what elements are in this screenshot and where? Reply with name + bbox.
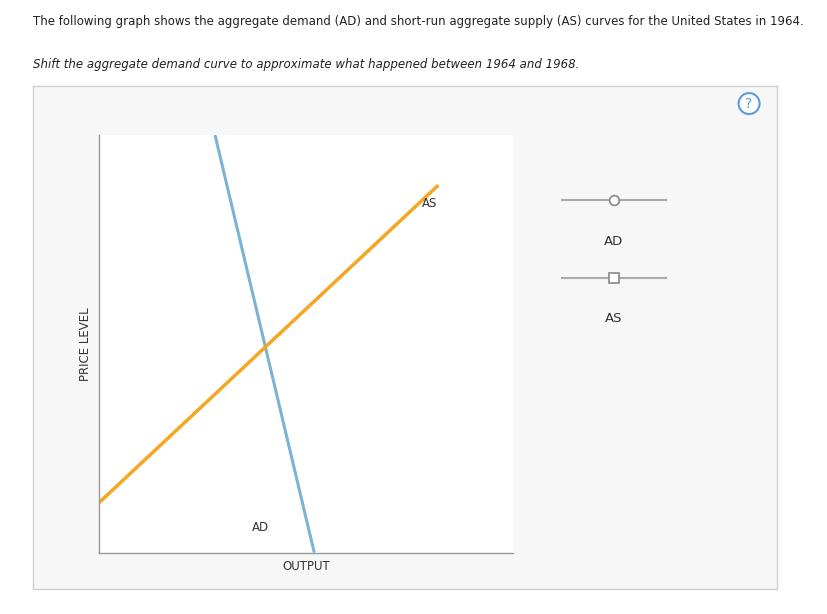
- X-axis label: OUTPUT: OUTPUT: [282, 559, 330, 572]
- Y-axis label: PRICE LEVEL: PRICE LEVEL: [79, 307, 93, 381]
- Text: Shift the aggregate demand curve to approximate what happened between 1964 and 1: Shift the aggregate demand curve to appr…: [33, 58, 580, 71]
- Text: AS: AS: [605, 312, 623, 325]
- Text: AS: AS: [422, 197, 437, 210]
- Text: ?: ?: [745, 96, 753, 111]
- Text: AD: AD: [252, 521, 270, 534]
- Text: AD: AD: [604, 235, 624, 247]
- Text: The following graph shows the aggregate demand (AD) and short-run aggregate supp: The following graph shows the aggregate …: [33, 15, 804, 28]
